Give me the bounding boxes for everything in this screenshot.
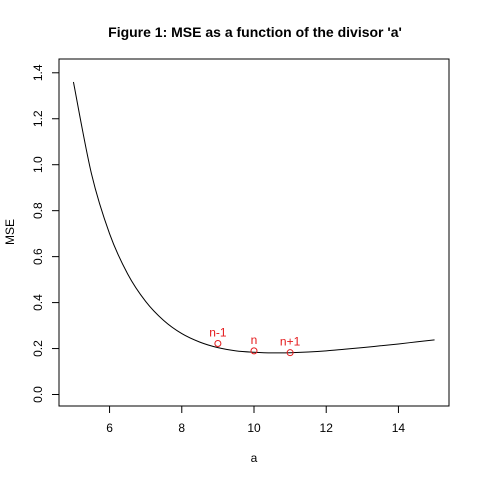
x-tick-label: 10 — [247, 421, 261, 435]
point-label: n+1 — [280, 335, 301, 349]
x-tick-label: 8 — [178, 421, 185, 435]
y-tick-label: 0.8 — [31, 202, 45, 219]
y-tick-label: 1.0 — [31, 156, 45, 173]
y-tick-label: 0.4 — [31, 294, 45, 311]
mse-curve — [72, 81, 435, 354]
x-axis-label: a — [251, 451, 258, 465]
highlighted-point — [214, 339, 222, 347]
highlighted-point — [286, 349, 294, 357]
x-tick-label: 12 — [320, 421, 334, 435]
series-layer — [72, 81, 435, 354]
chart-title: Figure 1: MSE as a function of the divis… — [108, 24, 402, 40]
highlighted-point — [250, 347, 258, 355]
highlighted-points: n-1 n n+1 — [209, 325, 301, 357]
y-axis-label: MSE — [3, 219, 17, 245]
y-tick-label: 0.2 — [31, 340, 45, 357]
y-axis: 0.0 0.2 0.4 0.6 0.8 1.0 1.2 1.4 — [31, 64, 59, 403]
point-label: n-1 — [209, 325, 227, 339]
y-tick-label: 0.0 — [31, 386, 45, 403]
x-tick-label: 14 — [392, 421, 406, 435]
x-tick-label: 6 — [106, 421, 113, 435]
y-tick-label: 0.6 — [31, 248, 45, 265]
y-tick-label: 1.2 — [31, 110, 45, 127]
point-label: n — [251, 333, 258, 347]
y-tick-label: 1.4 — [31, 64, 45, 81]
x-axis: 6 8 10 12 14 — [106, 406, 405, 435]
